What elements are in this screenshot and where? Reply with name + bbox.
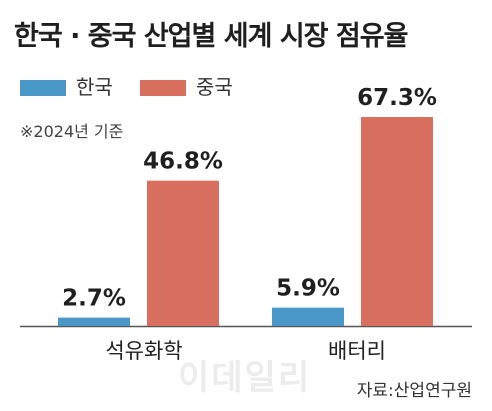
bar-korea-1 <box>272 307 344 326</box>
value-label-korea-0: 2.7% <box>62 286 126 312</box>
legend-label-korea: 한국 <box>76 75 113 99</box>
watermark-text: 이데일리 <box>178 358 312 398</box>
category-label-1: 배터리 <box>328 339 386 363</box>
value-label-china-1: 67.3% <box>357 85 437 111</box>
bar-korea-0 <box>58 317 130 326</box>
legend-swatch-korea <box>20 80 66 96</box>
chart-title: 한국 · 중국 산업별 세계 시장 점유율 <box>14 21 408 52</box>
bar-china-1 <box>361 117 433 326</box>
legend-swatch-china <box>140 80 186 96</box>
basis-note: ※2024년 기준 <box>20 122 124 141</box>
value-label-korea-1: 5.9% <box>276 276 340 302</box>
category-label-0: 석유화학 <box>105 339 182 363</box>
bar-china-0 <box>147 180 219 326</box>
legend-label-china: 중국 <box>196 75 233 99</box>
value-label-china-0: 46.8% <box>143 149 223 175</box>
source-note: 자료:산업연구원 <box>356 381 472 401</box>
